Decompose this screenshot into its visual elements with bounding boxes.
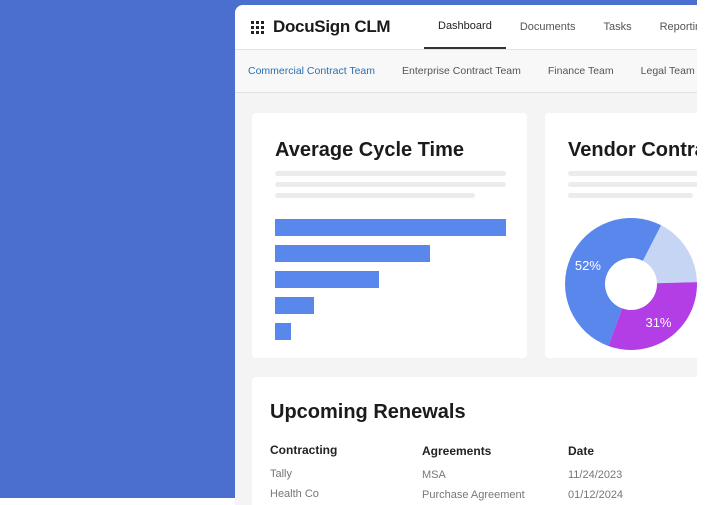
bar xyxy=(275,323,292,340)
cell-agreement: Purchase Agreement xyxy=(422,489,525,501)
bar xyxy=(275,271,379,288)
card-title: Average Cycle Time xyxy=(275,139,464,161)
placeholder-line xyxy=(568,182,697,187)
placeholder-line xyxy=(275,193,475,198)
team-tab-finance[interactable]: Finance Team xyxy=(547,65,614,77)
pie-slice xyxy=(608,282,697,350)
cell-contracting: Health Co xyxy=(270,488,319,500)
card-title: Upcoming Renewals xyxy=(270,401,466,423)
tab-documents[interactable]: Documents xyxy=(519,21,576,33)
brand-logo: DocuSign CLM xyxy=(273,17,391,36)
placeholder-line xyxy=(568,193,693,198)
placeholder-line xyxy=(275,171,506,176)
cell-agreement: MSA xyxy=(422,469,446,481)
vendor-contracts-card: Vendor Contracts 52% 31% xyxy=(545,113,697,358)
pie-label: 52% xyxy=(575,258,601,273)
tab-tasks[interactable]: Tasks xyxy=(603,21,632,33)
column-header: Contracting xyxy=(270,443,338,457)
app-window: DocuSign CLM Dashboard Documents Tasks R… xyxy=(235,5,697,505)
main-nav: Dashboard Documents Tasks Reporting xyxy=(424,5,697,49)
pie-label: 31% xyxy=(645,315,671,330)
cell-date: 01/12/2024 xyxy=(568,489,624,501)
tab-reporting[interactable]: Reporting xyxy=(659,21,697,33)
team-tab-enterprise[interactable]: Enterprise Contract Team xyxy=(402,65,521,77)
bar xyxy=(275,219,506,236)
team-tabs: Commercial Contract Team Enterprise Cont… xyxy=(235,50,697,93)
cell-contracting: Tally xyxy=(270,468,293,480)
column-header: Date xyxy=(568,444,595,458)
bar xyxy=(275,297,315,314)
column-header: Agreements xyxy=(422,444,492,458)
pie-slice xyxy=(642,225,697,284)
cell-date: 11/24/2023 xyxy=(568,469,623,481)
tab-dashboard[interactable]: Dashboard xyxy=(424,5,506,49)
cycle-time-card: Average Cycle Time xyxy=(252,113,527,358)
card-title: Vendor Contracts xyxy=(568,139,697,161)
pie-slice xyxy=(564,217,662,347)
placeholder-line xyxy=(568,171,697,176)
bar xyxy=(275,245,430,262)
top-bar: DocuSign CLM Dashboard Documents Tasks R… xyxy=(235,5,697,50)
donut-chart: 52% 31% xyxy=(564,217,697,350)
team-tab-legal[interactable]: Legal Team xyxy=(640,65,695,77)
grid-icon[interactable] xyxy=(251,21,264,34)
placeholder-line xyxy=(275,182,506,187)
team-tab-commercial[interactable]: Commercial Contract Team xyxy=(248,65,376,77)
renewals-card: Upcoming Renewals Contracting Agreements… xyxy=(252,377,697,505)
